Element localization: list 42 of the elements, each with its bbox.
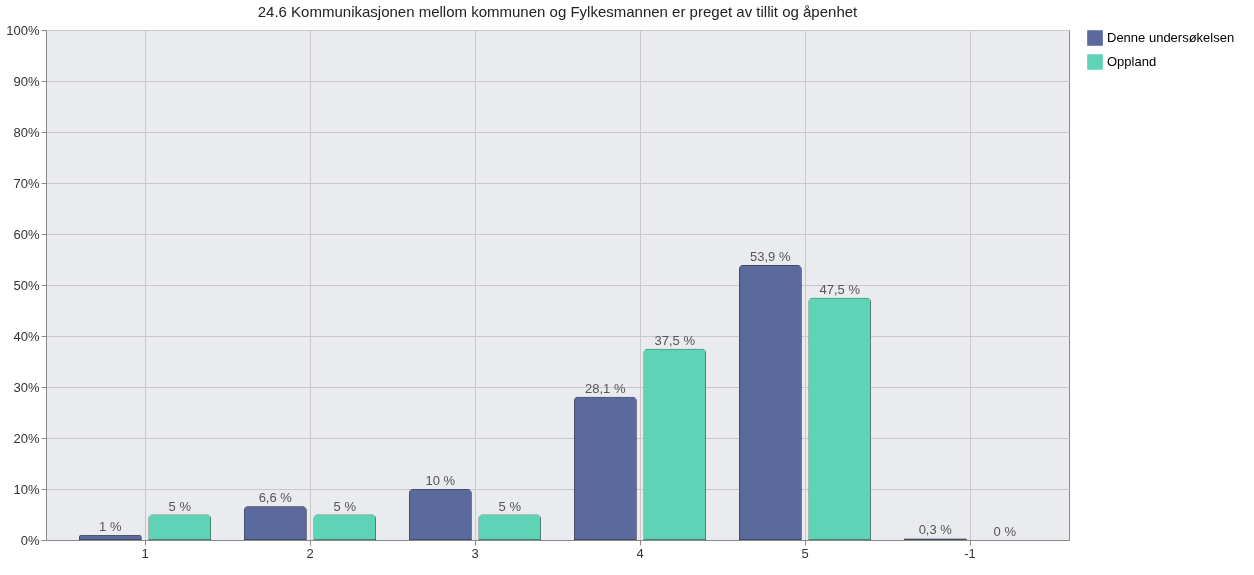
- y-tick-label: 20%: [13, 430, 40, 446]
- bar: [643, 348, 706, 540]
- bar: [79, 534, 142, 540]
- x-tick-label: 3: [471, 545, 479, 561]
- bar: [808, 297, 871, 540]
- data-label: 5 %: [168, 498, 192, 514]
- data-label: 53,9 %: [750, 249, 791, 265]
- x-tick-label: 4: [636, 545, 644, 561]
- x-tick-label: -1: [964, 545, 976, 561]
- y-tick-label: 50%: [13, 277, 40, 293]
- y-tick-label: 40%: [13, 328, 40, 344]
- data-label: 28,1 %: [585, 380, 626, 396]
- bar: [244, 506, 307, 540]
- bar: [313, 514, 376, 540]
- data-label: 0,3 %: [918, 522, 953, 538]
- y-tick-label: 30%: [13, 379, 40, 395]
- bar: [574, 396, 637, 540]
- data-label: 1 %: [99, 518, 122, 534]
- data-label: 0 %: [993, 524, 1017, 539]
- data-label: 10 %: [425, 473, 456, 488]
- bar: [409, 489, 472, 540]
- y-tick-label: 100%: [6, 22, 40, 38]
- x-tick-label: 1: [141, 545, 149, 561]
- data-label: 6,6 %: [258, 490, 293, 506]
- legend-label: Oppland: [1107, 54, 1157, 69]
- y-tick-label: 10%: [13, 481, 40, 497]
- y-tick-label: 80%: [13, 124, 40, 140]
- x-tick-label: 2: [306, 545, 314, 561]
- y-tick-label: 0%: [20, 532, 40, 548]
- bar: [478, 514, 541, 540]
- data-label: 5 %: [333, 498, 357, 514]
- data-label: 47,5 %: [819, 281, 861, 297]
- chart-title: 24.6 Kommunikasjonen mellom kommunen og Fylkesmannen er preget av tillit og åpenhet: [257, 3, 859, 20]
- bar: [739, 265, 802, 540]
- x-tick-label: 5: [801, 545, 809, 561]
- y-tick-label: 60%: [13, 226, 40, 242]
- y-tick-label: 90%: [13, 73, 40, 89]
- data-label: 5 %: [498, 498, 522, 514]
- legend-label: Denne undersøkelsen: [1107, 30, 1235, 45]
- y-tick-label: 70%: [13, 175, 40, 191]
- data-label: 37,5 %: [654, 332, 696, 348]
- bar: [148, 514, 211, 540]
